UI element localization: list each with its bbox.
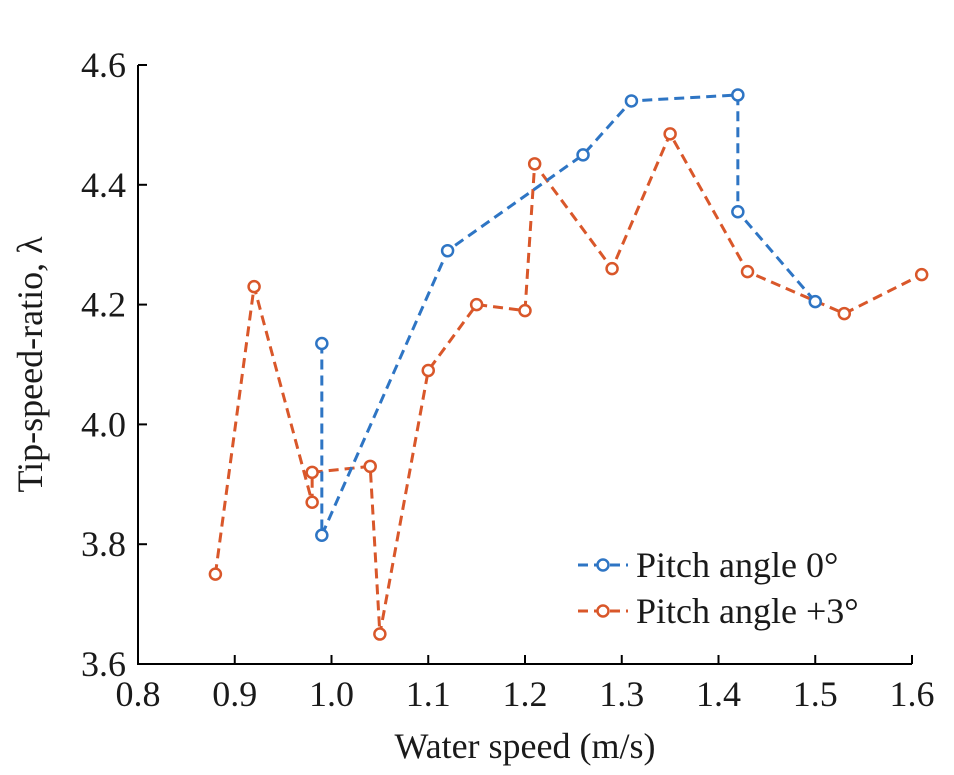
- data-point: [663, 127, 677, 141]
- legend-label-pitch-0: Pitch angle 0°: [636, 545, 838, 585]
- data-point: [808, 294, 822, 309]
- x-tick-label: 1.4: [696, 674, 741, 714]
- x-tick-label: 0.8: [116, 674, 161, 714]
- series-layer: [208, 88, 929, 641]
- data-point: [731, 88, 745, 102]
- data-point: [624, 94, 639, 108]
- data-point: [740, 264, 755, 279]
- y-tick-label: 4.0: [81, 404, 126, 444]
- data-point: [469, 297, 484, 312]
- x-tick-label: 1.5: [793, 674, 838, 714]
- data-point: [305, 465, 319, 480]
- legend-marker-pitch-0: [596, 558, 610, 572]
- y-tick-label: 4.2: [81, 285, 126, 325]
- x-tick-label: 1.0: [309, 674, 354, 714]
- data-point: [576, 148, 590, 162]
- data-point: [315, 336, 329, 351]
- x-tick-label: 1.6: [890, 674, 935, 714]
- data-point: [247, 279, 261, 294]
- data-point: [837, 306, 852, 321]
- y-tick-label: 4.4: [81, 165, 126, 205]
- data-point: [421, 363, 435, 378]
- x-tick-label: 1.1: [406, 674, 451, 714]
- y-tick-label: 3.8: [81, 524, 126, 564]
- x-tick-label: 1.2: [503, 674, 548, 714]
- data-point: [373, 627, 387, 641]
- legend-marker-pitch-3: [596, 604, 610, 618]
- y-axis-title: Tip-speed-ratio, λ: [10, 236, 50, 493]
- series-pitch-0: [315, 88, 822, 542]
- data-point: [305, 495, 319, 510]
- series-pitch-3: [208, 127, 929, 641]
- data-point: [527, 157, 542, 171]
- data-point: [363, 459, 377, 474]
- data-point: [315, 528, 329, 542]
- data-point: [440, 243, 455, 258]
- x-axis-title: Water speed (m/s): [395, 726, 656, 766]
- data-point: [914, 267, 929, 282]
- y-axis-ticks: 3.6 3.8 4.0 4.2 4.4 4.6: [81, 45, 147, 684]
- x-tick-label: 1.3: [599, 674, 644, 714]
- y-tick-label: 4.6: [81, 45, 126, 85]
- data-point: [605, 261, 619, 276]
- legend: Pitch angle 0° Pitch angle +3°: [578, 545, 859, 631]
- x-tick-label: 0.9: [212, 674, 257, 714]
- data-point: [208, 567, 223, 581]
- x-axis-ticks: 0.8 0.9 1.0 1.1 1.2 1.3 1.4 1.5 1.6: [116, 655, 935, 714]
- series-line: [213, 130, 923, 635]
- y-tick-label: 3.6: [81, 644, 126, 684]
- legend-label-pitch-3: Pitch angle +3°: [636, 591, 859, 631]
- series-line: [320, 93, 817, 536]
- data-point: [731, 205, 745, 219]
- data-point: [518, 303, 532, 318]
